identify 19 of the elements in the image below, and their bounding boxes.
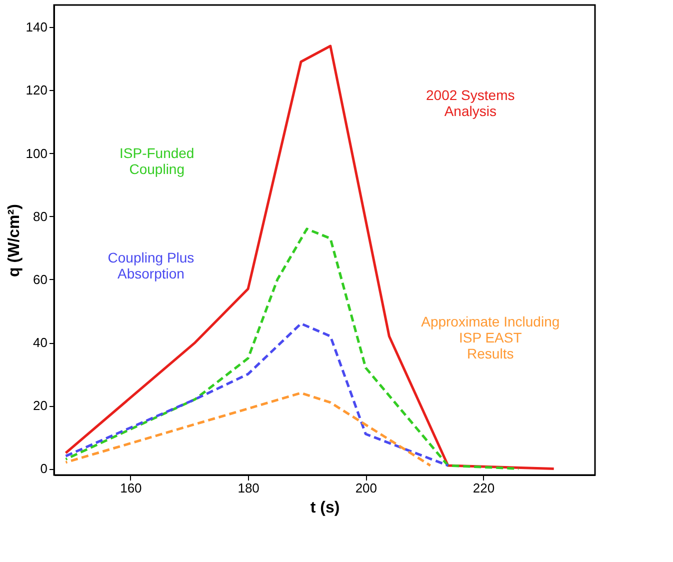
y-tick-label: 60 xyxy=(33,272,48,287)
y-tick-label: 80 xyxy=(33,208,48,224)
text: 2002 Systems Analysis xyxy=(426,87,515,120)
y-axis-title: q (W/cm²) xyxy=(6,204,23,277)
x-axis-title: t (s) xyxy=(310,500,340,516)
line-series xyxy=(64,392,432,467)
text: Coupling Plus Absorption xyxy=(108,250,194,282)
y-tick-label: 140 xyxy=(26,20,48,35)
text: Approximate Including ISP EAST Results xyxy=(421,313,560,362)
y-tick-label: 20 xyxy=(33,398,48,414)
x-tick-label: 180 xyxy=(238,480,260,496)
x-tick-label: 220 xyxy=(472,480,495,496)
y-tick-label: 120 xyxy=(26,82,48,98)
y-tick-label: 100 xyxy=(26,146,48,161)
y-tick-label: 0 xyxy=(40,461,48,476)
text: ISP-Funded Coupling xyxy=(120,144,194,177)
y-tick-label: 40 xyxy=(33,335,48,350)
x-tick-label: 200 xyxy=(355,480,378,496)
x-tick-label: 160 xyxy=(120,480,142,496)
